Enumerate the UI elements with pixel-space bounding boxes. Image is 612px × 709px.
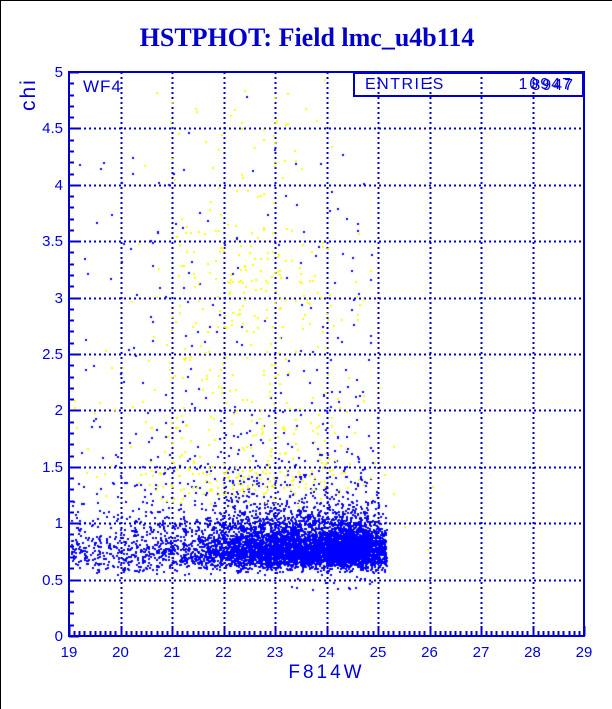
scatter-canvas (1, 1, 612, 709)
plot-page: HSTPHOT: Field lmc_u4b114 chi ENTRIES 10… (0, 0, 612, 709)
